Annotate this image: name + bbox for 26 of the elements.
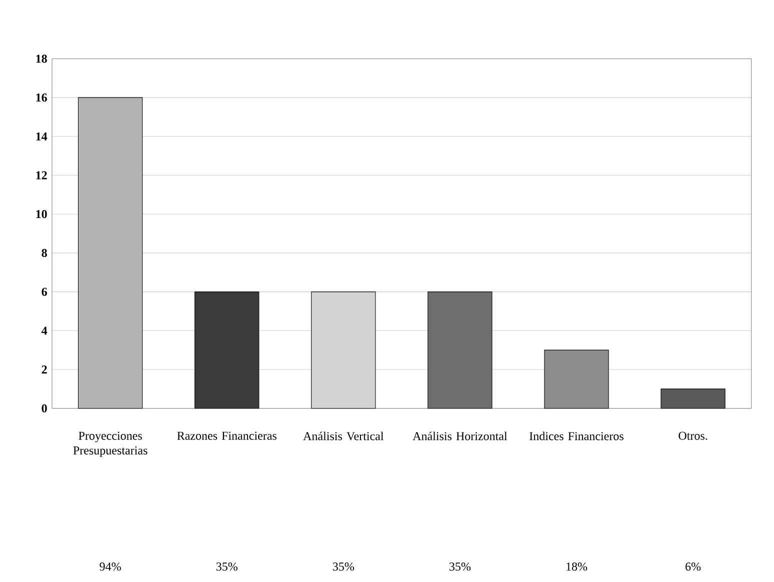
text: 6% xyxy=(686,562,701,571)
y-tick-label: 0 xyxy=(42,404,47,412)
text: 35% xyxy=(216,562,238,571)
text: 35% xyxy=(332,562,354,571)
bar xyxy=(660,388,726,409)
x-tick-label: Análisis Horizontal xyxy=(412,432,508,440)
bar xyxy=(428,292,492,409)
bar xyxy=(194,292,260,409)
y-tick-label: 2 xyxy=(42,366,47,374)
text: 35% xyxy=(450,562,471,571)
text: 18% xyxy=(566,562,588,571)
y-tick-label: 14 xyxy=(36,132,48,140)
x-tick-label: Razones Financieras xyxy=(177,432,276,440)
x-tick-label: Otros. xyxy=(678,432,708,440)
y-tick-label: 16 xyxy=(36,94,47,102)
x-tick-label: Proyecciones Presupuestarias xyxy=(73,432,148,458)
y-tick-label: 18 xyxy=(36,54,47,63)
bar xyxy=(78,97,143,409)
y-tick-label: 6 xyxy=(42,288,47,296)
y-tick-label: 10 xyxy=(36,210,47,218)
x-tick-label: Análisis Vertical xyxy=(303,432,384,440)
y-tick-label: 8 xyxy=(42,248,47,258)
x-tick-label: Indices Financieros xyxy=(530,432,624,440)
text: 94% xyxy=(100,562,121,571)
y-tick-label: 4 xyxy=(42,326,48,335)
y-tick-label: 12 xyxy=(36,171,47,180)
